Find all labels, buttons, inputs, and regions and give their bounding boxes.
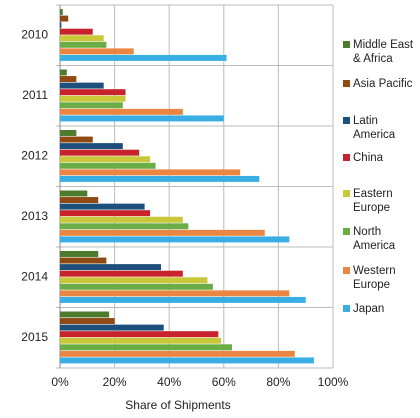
legend-item: Asia Pacific xyxy=(343,77,419,91)
bar xyxy=(60,290,290,297)
bar xyxy=(60,216,183,223)
y-tick-label: 2013 xyxy=(21,209,48,223)
bar xyxy=(60,149,140,156)
bar xyxy=(60,115,224,122)
bar xyxy=(60,69,67,76)
bar xyxy=(60,169,241,176)
legend-swatch xyxy=(343,305,350,312)
legend-label: China xyxy=(353,152,384,164)
bar xyxy=(60,76,77,83)
bar xyxy=(60,229,265,236)
y-tick-label: 2014 xyxy=(21,269,48,283)
bar xyxy=(60,318,115,325)
x-tick-label: 60% xyxy=(212,375,236,389)
legend-item: Japan xyxy=(343,302,419,316)
bar xyxy=(60,28,93,35)
x-tick-label: 20% xyxy=(103,375,127,389)
bar xyxy=(60,48,134,55)
legend-label: Eastern Europe xyxy=(353,188,393,214)
bar xyxy=(60,283,213,290)
legend-label: Asia Pacific xyxy=(353,78,413,90)
legend-item: Eastern Europe xyxy=(343,187,419,215)
bar xyxy=(60,350,295,357)
bar xyxy=(60,82,104,89)
bar xyxy=(60,264,162,271)
bar xyxy=(60,89,126,96)
bar xyxy=(60,203,145,210)
bar xyxy=(60,210,151,217)
bar xyxy=(60,175,260,182)
legend-swatch xyxy=(343,267,350,274)
bar xyxy=(60,102,123,109)
bar xyxy=(60,197,99,204)
bar xyxy=(60,162,156,169)
bar xyxy=(60,236,290,243)
bar xyxy=(60,130,77,136)
x-tick-label: 100% xyxy=(318,375,349,389)
bar xyxy=(60,324,164,331)
bar xyxy=(60,41,107,48)
bar xyxy=(60,136,93,143)
bar xyxy=(60,277,208,284)
legend-swatch xyxy=(343,41,350,48)
bar xyxy=(60,223,189,230)
legend-swatch xyxy=(343,228,350,235)
bar xyxy=(60,95,126,102)
legend-swatch xyxy=(343,80,350,87)
bar xyxy=(60,108,183,115)
bar xyxy=(60,143,123,150)
legend-label: Japan xyxy=(353,303,385,315)
bar xyxy=(60,296,306,303)
bar xyxy=(60,251,99,257)
legend-label: Latin America xyxy=(353,115,396,141)
y-tick-label: 2011 xyxy=(22,88,48,102)
legend-item: Western Europe xyxy=(343,264,419,292)
x-tick-label: 0% xyxy=(51,375,69,389)
bar xyxy=(60,311,110,318)
legend-swatch xyxy=(343,190,350,197)
bar xyxy=(60,156,151,163)
legend-item: Middle East & Africa xyxy=(343,38,419,66)
bar xyxy=(60,270,183,277)
legend-swatch xyxy=(343,154,350,161)
bar xyxy=(60,257,107,264)
y-tick-label: 2010 xyxy=(21,27,48,41)
legend-item: North America xyxy=(343,225,419,253)
legend-label: Middle East & Africa xyxy=(353,39,414,65)
legend-label: North America xyxy=(353,226,396,252)
bar xyxy=(60,344,232,351)
bar xyxy=(60,35,104,42)
bar xyxy=(60,357,314,364)
legend-item: China xyxy=(343,151,419,165)
x-tick-label: 40% xyxy=(157,375,181,389)
bar xyxy=(60,9,63,15)
bar xyxy=(60,190,88,197)
y-tick-label: 2012 xyxy=(21,148,48,162)
bar xyxy=(60,331,219,338)
x-tick-label: 80% xyxy=(266,375,290,389)
y-tick-label: 2015 xyxy=(21,330,48,344)
bar xyxy=(60,15,69,22)
bar xyxy=(60,337,222,344)
legend-label: Western Europe xyxy=(353,265,396,291)
x-axis-label: Share of Shipments xyxy=(125,398,230,412)
bar xyxy=(60,54,227,61)
bar xyxy=(60,22,62,29)
legend-item: Latin America xyxy=(343,114,419,142)
legend-swatch xyxy=(343,117,350,124)
